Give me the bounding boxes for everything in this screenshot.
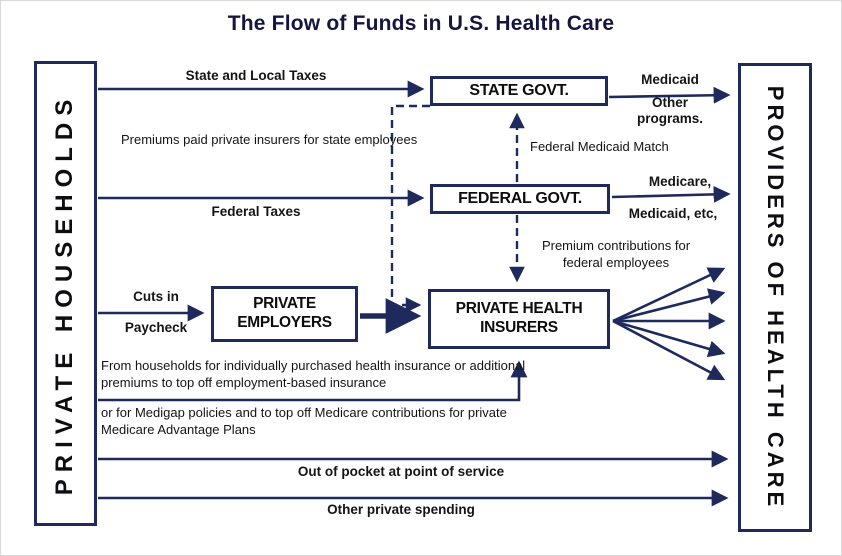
label-out-of-pocket: Out of pocket at point of service <box>297 464 505 479</box>
label-state-and-local-taxes: State and Local Taxes <box>185 68 327 83</box>
label-medicaid: Medicaid <box>641 72 699 87</box>
private-employers-label: PRIVATE EMPLOYERS <box>237 295 332 331</box>
label-household-premiums-note-2: or for Medigap policies and to top off M… <box>101 405 507 437</box>
label-medicaid-etc: Medicaid, etc, <box>628 206 718 221</box>
federal-govt-label: FEDERAL GOVT. <box>458 190 582 208</box>
node-private-households: PRIVATE HOUSEHOLDS <box>34 61 97 526</box>
private-households-label: PRIVATE HOUSEHOLDS <box>51 92 79 495</box>
arrow-federal-to-providers-medicare <box>611 185 731 203</box>
private-health-insurers-label: PRIVATE HEALTH INSURERS <box>455 300 583 336</box>
node-private-employers: PRIVATE EMPLOYERS <box>211 286 358 342</box>
node-state-govt: STATE GOVT. <box>430 76 608 106</box>
node-federal-govt: FEDERAL GOVT. <box>430 184 610 214</box>
page-title: The Flow of Funds in U.S. Health Care <box>227 12 615 35</box>
label-other-programs: Other programs. <box>636 95 704 126</box>
label-other-private-spending: Other private spending <box>327 502 475 517</box>
label-household-premiums-note-1: From households for individually purchas… <box>101 358 526 390</box>
node-private-health-insurers: PRIVATE HEALTH INSURERS <box>428 289 610 349</box>
label-paycheck: Paycheck <box>124 320 188 335</box>
label-premiums-state-employees: Premiums paid private insurers for state… <box>121 132 418 147</box>
node-providers-of-health-care: PROVIDERS OF HEALTH CARE <box>738 63 812 532</box>
arrow-insurers-to-providers-fan <box>612 267 726 381</box>
label-medicare: Medicare, <box>648 174 712 189</box>
label-federal-medicaid-match: Federal Medicaid Match <box>530 139 669 154</box>
label-federal-taxes: Federal Taxes <box>211 204 301 219</box>
label-cuts-in: Cuts in <box>133 289 179 304</box>
state-govt-label: STATE GOVT. <box>469 82 569 100</box>
label-premium-contributions-federal: Premium contributions for federal employ… <box>541 238 691 270</box>
providers-label: PROVIDERS OF HEALTH CARE <box>763 85 789 510</box>
